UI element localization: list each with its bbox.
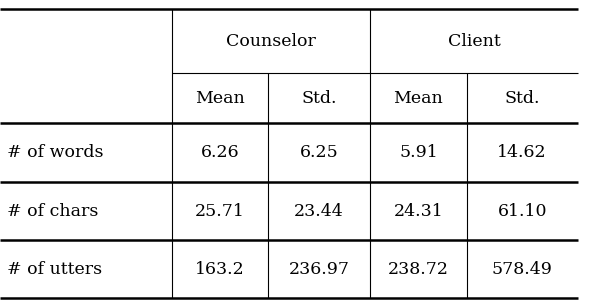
Text: 24.31: 24.31 (394, 203, 443, 220)
Text: Std.: Std. (504, 90, 540, 106)
Text: 163.2: 163.2 (195, 261, 244, 278)
Text: 578.49: 578.49 (492, 261, 553, 278)
Text: 6.25: 6.25 (300, 144, 338, 161)
Text: 238.72: 238.72 (388, 261, 449, 278)
Text: Mean: Mean (394, 90, 443, 106)
Text: # of chars: # of chars (7, 203, 99, 220)
Text: 236.97: 236.97 (288, 261, 350, 278)
Text: 61.10: 61.10 (497, 203, 547, 220)
Text: 14.62: 14.62 (497, 144, 547, 161)
Text: # of utters: # of utters (7, 261, 102, 278)
Text: # of words: # of words (7, 144, 104, 161)
Text: Counselor: Counselor (226, 33, 316, 50)
Text: Std.: Std. (302, 90, 337, 106)
Text: Mean: Mean (195, 90, 244, 106)
Text: Client: Client (448, 33, 500, 50)
Text: 25.71: 25.71 (195, 203, 244, 220)
Text: 23.44: 23.44 (294, 203, 344, 220)
Text: 6.26: 6.26 (200, 144, 239, 161)
Text: 5.91: 5.91 (399, 144, 438, 161)
